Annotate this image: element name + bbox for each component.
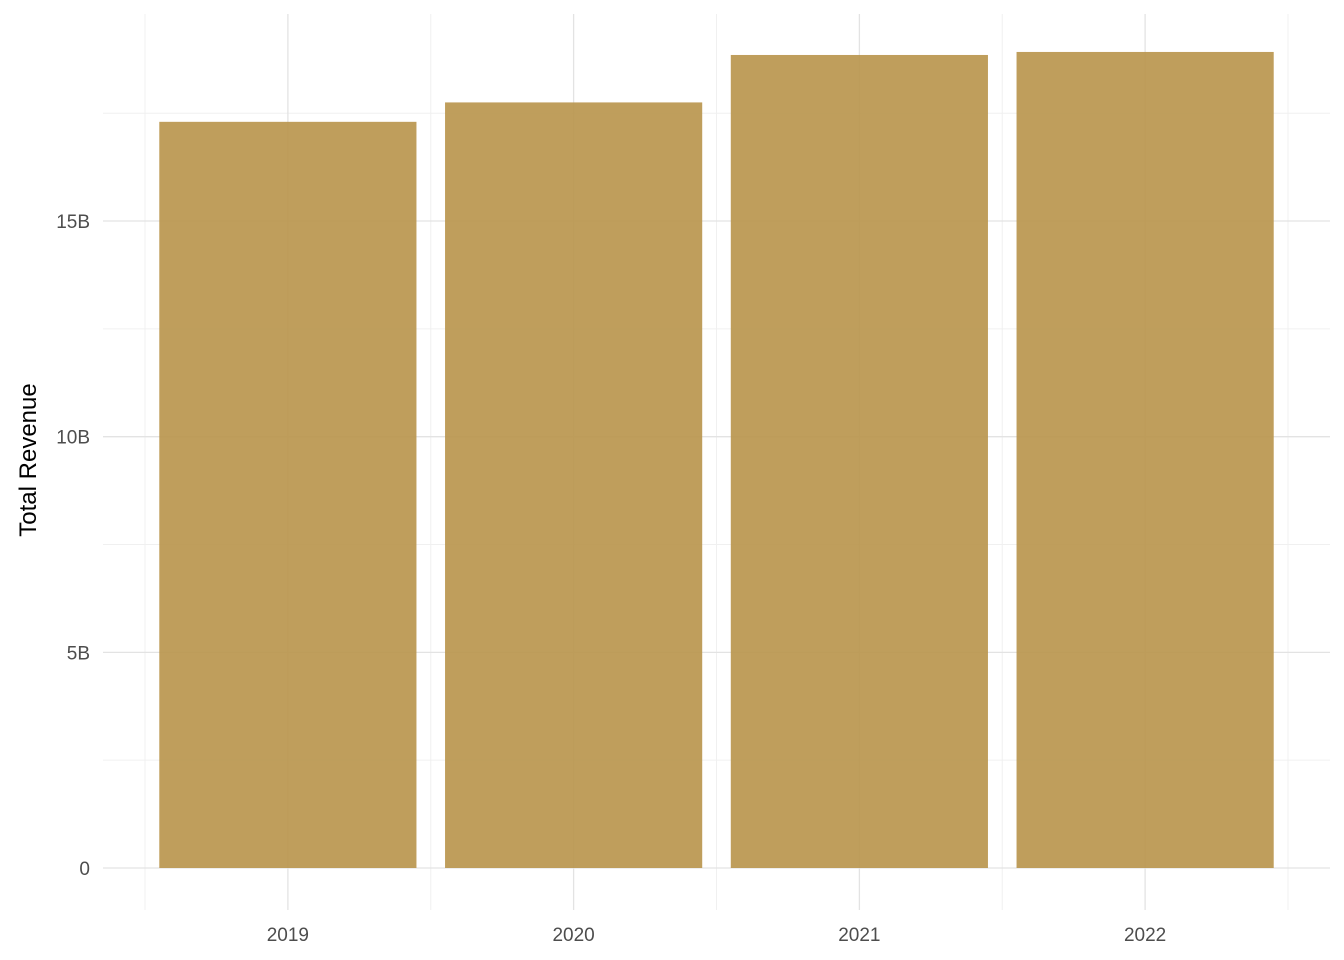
y-axis-title: Total Revenue <box>15 383 42 536</box>
bar-2020 <box>445 102 703 868</box>
y-tick-label: 5B <box>67 643 90 664</box>
bars <box>159 51 1274 869</box>
y-tick-label: 0 <box>79 859 90 880</box>
y-tick-label: 15B <box>56 212 90 233</box>
x-tick-label: 2019 <box>267 925 309 946</box>
bar-2021 <box>730 54 988 869</box>
bar-2022 <box>1016 51 1274 868</box>
y-axis-ticks: 0 5B 10B 15B <box>56 212 90 880</box>
y-tick-label: 10B <box>56 428 90 449</box>
x-tick-label: 2022 <box>1124 925 1166 946</box>
x-tick-label: 2020 <box>552 925 594 946</box>
x-tick-label: 2021 <box>838 925 880 946</box>
bar-2019 <box>159 121 417 868</box>
x-axis-ticks: 2019 2020 2021 2022 <box>267 925 1167 946</box>
